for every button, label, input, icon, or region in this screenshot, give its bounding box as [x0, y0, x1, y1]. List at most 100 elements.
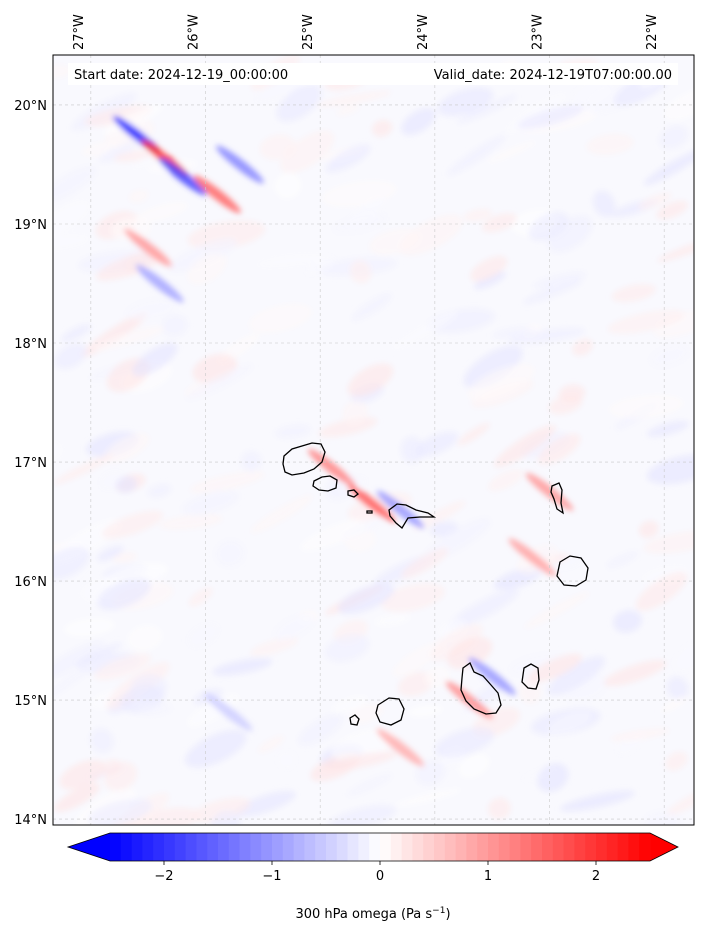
field-feature-2	[158, 157, 207, 196]
field-feature-15	[204, 693, 253, 731]
colorbar-segment	[261, 833, 273, 861]
island-maio	[521, 663, 540, 690]
omega-field	[53, 55, 694, 825]
colorbar-segment	[120, 833, 133, 861]
colorbar-segment	[390, 833, 403, 861]
y-tick-label: 19°N	[14, 218, 47, 233]
island-fogo	[375, 697, 405, 726]
colorbar-segment	[358, 833, 370, 861]
colorbar-label-main: 300 hPa omega (Pa s	[295, 907, 432, 922]
colorbar-segment	[110, 833, 122, 861]
colorbar-segment	[282, 833, 295, 861]
colorbar-outline	[66, 832, 679, 862]
y-tick-label: 15°N	[14, 694, 47, 709]
y-tick-label: 20°N	[14, 99, 47, 114]
x-tick-label: 27°W	[72, 14, 87, 50]
field-feature-6	[135, 264, 184, 303]
x-tick-label: 25°W	[301, 14, 316, 50]
colorbar-segment	[477, 833, 489, 861]
x-tick-labels: 27°W 26°W 25°W 24°W 23°W 22°W	[72, 14, 660, 50]
field-feature-3	[193, 175, 241, 214]
colorbar-segment	[218, 833, 230, 861]
colorbar-segment	[423, 833, 435, 861]
island-sal	[550, 482, 564, 515]
field-feature-14	[376, 728, 425, 767]
plot-frame	[52, 54, 695, 826]
start-date-label: Start date: 2024-12-19_00:00:00	[74, 68, 288, 83]
x-tick-label: 22°W	[645, 14, 660, 50]
colorbar-segment	[293, 833, 305, 861]
x-tick-label: 26°W	[187, 14, 202, 50]
colorbar-segment	[531, 833, 543, 861]
colorbar-segment	[585, 833, 597, 861]
coastlines	[282, 442, 589, 726]
colorbar-segment	[574, 833, 586, 861]
island-santa-luzia	[347, 489, 359, 498]
colorbar-extend-high	[650, 833, 678, 861]
colorbar-tick-label: 0	[376, 869, 384, 884]
colorbar-segment	[488, 833, 500, 861]
island-santiago	[460, 662, 502, 715]
field-feature-12	[468, 657, 517, 696]
colorbar-segment	[563, 833, 575, 861]
y-tick-label: 14°N	[14, 813, 47, 828]
x-tick-label: 24°W	[416, 14, 431, 50]
colorbar-segment	[628, 833, 640, 861]
island-boa-vista	[556, 555, 589, 587]
colorbar-segment	[466, 833, 478, 861]
colorbar-segment	[315, 833, 327, 861]
colorbar-tick-label: −2	[154, 869, 173, 884]
colorbar-segment	[455, 833, 467, 861]
colorbar-segment	[347, 833, 359, 861]
colorbar-segment	[304, 833, 316, 861]
colorbar-tick-label: −1	[262, 869, 281, 884]
y-tick-label: 16°N	[14, 575, 47, 590]
colorbar-segment	[444, 833, 457, 861]
colorbar-segment	[520, 833, 532, 861]
colorbar-tick-labels: −2 −1 0 1 2	[154, 861, 600, 884]
field-feature-4	[216, 145, 264, 184]
island-islet	[366, 510, 373, 514]
colorbar-segment	[617, 833, 629, 861]
field-feature-11	[508, 538, 557, 577]
colorbar-segment	[207, 833, 219, 861]
field-feature-9	[376, 490, 425, 529]
colorbar-segment	[164, 833, 176, 861]
colorbar-label: 300 hPa omega (Pa s−1)	[295, 906, 450, 922]
colorbar-segment	[434, 833, 446, 861]
date-banner	[68, 63, 678, 85]
colorbar-segment	[369, 833, 381, 861]
colorbar-tick-label: 2	[592, 869, 600, 884]
x-tick-label: 23°W	[531, 14, 546, 50]
colorbar-segment	[498, 833, 511, 861]
colorbar-segment	[239, 833, 251, 861]
y-tick-label: 18°N	[14, 337, 47, 352]
colorbar-segment	[142, 833, 154, 861]
colorbar-tick-label: 1	[484, 869, 492, 884]
colorbar-segment	[153, 833, 165, 861]
valid-date-label: Valid_date: 2024-12-19T07:00:00.00	[434, 68, 672, 83]
colorbar-segment	[185, 833, 197, 861]
colorbar-segment	[380, 833, 392, 861]
colorbar-segment	[336, 833, 349, 861]
colorbar-segment	[639, 833, 651, 861]
colorbar-segment	[542, 833, 554, 861]
y-tick-labels: 14°N 15°N 16°N 17°N 18°N 19°N 20°N	[14, 99, 47, 828]
colorbar-segment	[401, 833, 413, 861]
colorbar-extend-low	[68, 833, 110, 861]
colorbar-segment	[412, 833, 424, 861]
colorbar	[66, 832, 679, 862]
colorbar-segment	[196, 833, 208, 861]
colorbar-segment	[250, 833, 262, 861]
colorbar-label-close: )	[445, 907, 450, 922]
colorbar-segment	[131, 833, 143, 861]
island-brava	[349, 714, 360, 726]
colorbar-segment	[509, 833, 521, 861]
field-feature-7	[307, 449, 356, 487]
colorbar-segment	[326, 833, 338, 861]
colorbar-segment	[596, 833, 608, 861]
colorbar-segment	[606, 833, 619, 861]
field-feature-8	[347, 484, 396, 523]
